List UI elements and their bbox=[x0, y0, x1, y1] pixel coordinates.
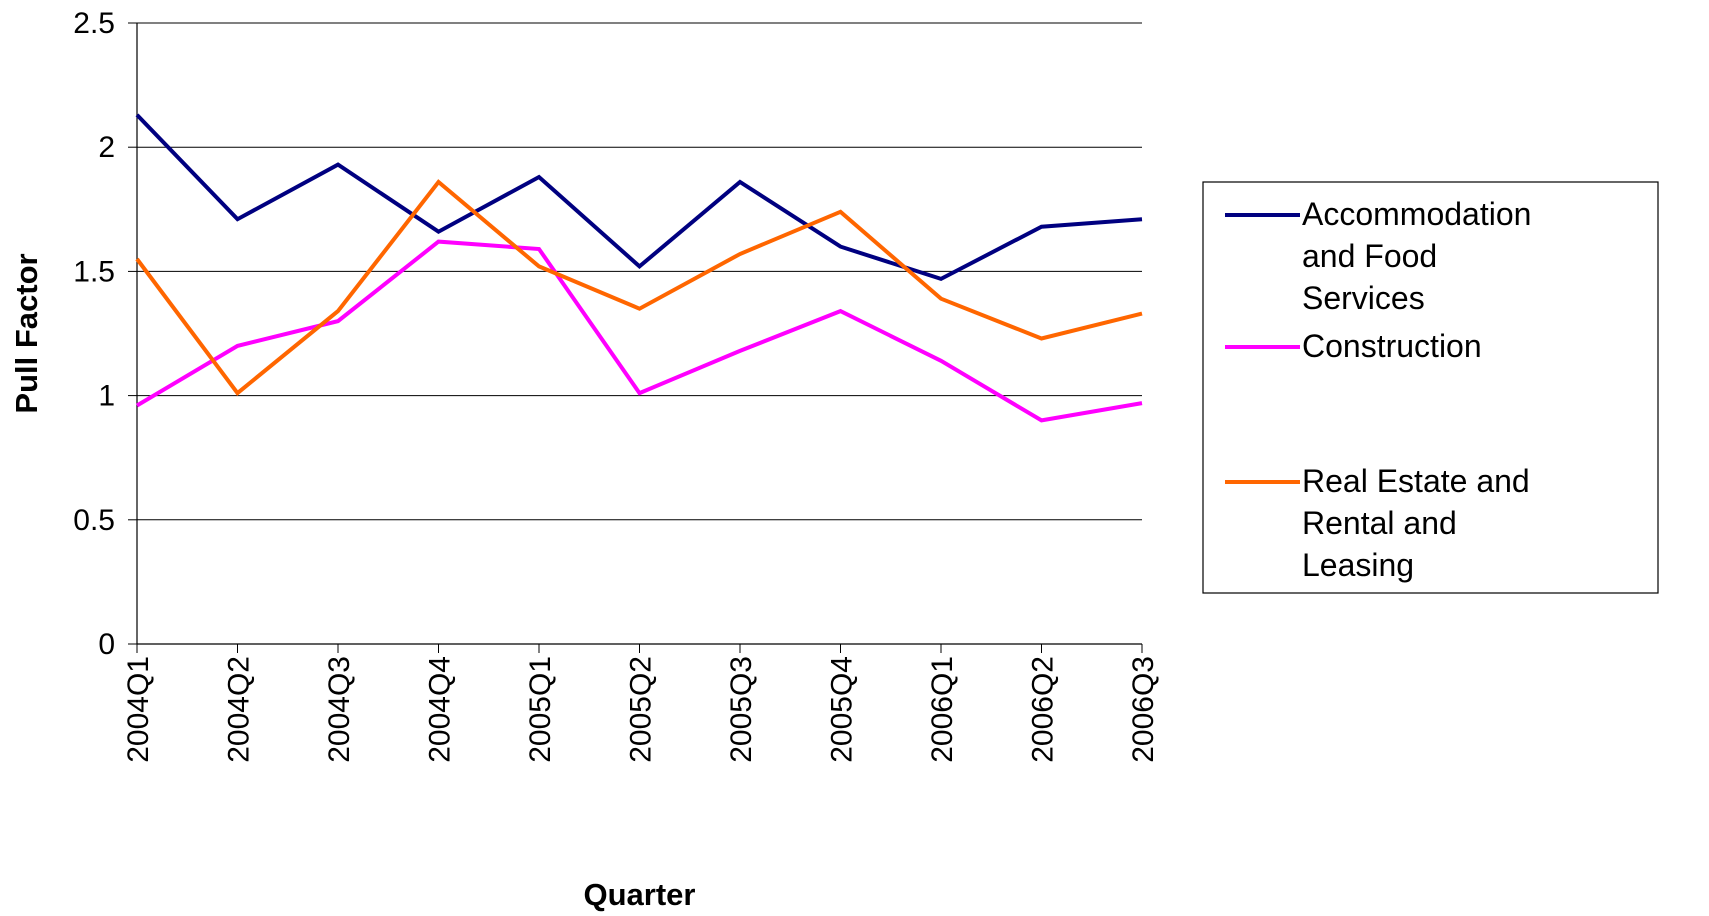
y-tick-label: 0.5 bbox=[73, 504, 115, 537]
legend-label: Rental and bbox=[1302, 505, 1457, 541]
x-tick-label: 2006Q1 bbox=[926, 656, 959, 763]
legend-label: and Food bbox=[1302, 238, 1437, 274]
y-tick-labels: 0 0.5 1 1.5 2 2.5 bbox=[73, 7, 115, 661]
x-axis-title: Quarter bbox=[584, 877, 696, 912]
x-tick-label: 2005Q3 bbox=[725, 656, 758, 763]
series-lines bbox=[135, 113, 1143, 423]
x-tick-labels: 2004Q1 2004Q2 2004Q3 2004Q4 2005Q1 2005Q2 2005… bbox=[122, 656, 1160, 763]
x-tick-label: 2005Q4 bbox=[826, 656, 859, 763]
x-tick-label: 2005Q1 bbox=[524, 656, 557, 763]
x-tick-label: 2004Q1 bbox=[122, 656, 155, 763]
x-tick-label: 2005Q2 bbox=[625, 656, 658, 763]
y-tick-label: 0 bbox=[98, 628, 115, 661]
x-tick-label: 2004Q3 bbox=[323, 656, 356, 763]
legend-label: Construction bbox=[1302, 328, 1482, 364]
x-tick-label: 2004Q4 bbox=[424, 656, 457, 763]
axes bbox=[128, 22, 1143, 653]
y-tick-label: 1 bbox=[98, 380, 115, 413]
legend-label: Services bbox=[1302, 280, 1425, 316]
series-line bbox=[135, 113, 1143, 282]
legend-label: Real Estate and bbox=[1302, 463, 1530, 499]
y-tick-label: 2.5 bbox=[73, 7, 115, 40]
x-tick-label: 2006Q2 bbox=[1027, 656, 1060, 763]
gridlines bbox=[137, 22, 1142, 521]
y-axis-title: Pull Factor bbox=[9, 253, 44, 413]
y-tick-label: 1.5 bbox=[73, 255, 115, 288]
x-tick-label: 2006Q3 bbox=[1127, 656, 1160, 763]
series-line bbox=[135, 179, 1143, 396]
y-tick-label: 2 bbox=[98, 131, 115, 164]
legend-box bbox=[1202, 181, 1659, 594]
series-line bbox=[135, 239, 1143, 423]
legend-label: Leasing bbox=[1302, 547, 1414, 583]
x-tick-label: 2004Q2 bbox=[223, 656, 256, 763]
legend: Accommodation and Food Services Constructio… bbox=[1202, 181, 1659, 594]
legend-label: Accommodation bbox=[1302, 196, 1531, 232]
